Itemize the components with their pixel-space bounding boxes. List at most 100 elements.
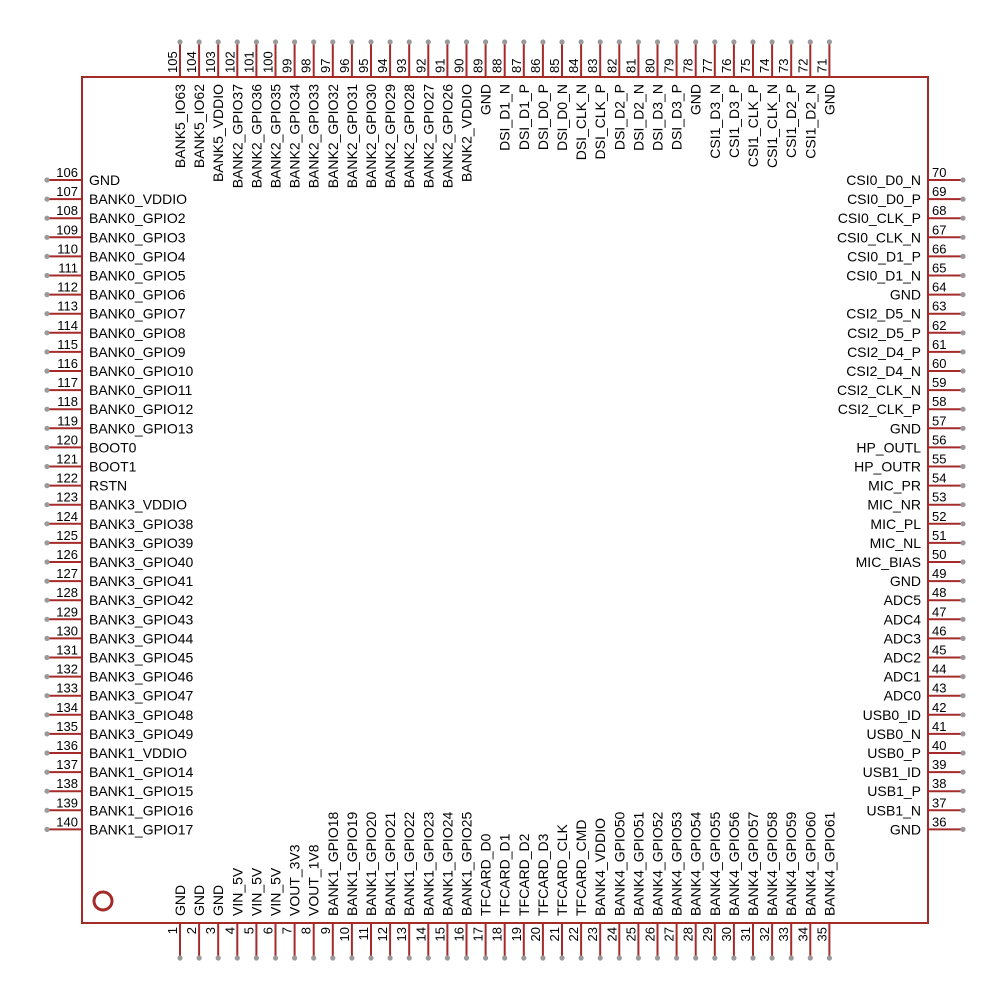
pin-number: 139	[56, 795, 78, 810]
pin-number: 133	[56, 681, 78, 696]
pin-number: 121	[56, 452, 78, 467]
pin-number: 84	[566, 59, 581, 73]
pin-128: 128 BANK3_GPIO42	[44, 585, 193, 608]
pin-42: 42 USB0_ID	[863, 700, 966, 723]
pin-number: 13	[394, 927, 409, 941]
pin-name: BANK2_GPIO32	[325, 84, 341, 188]
pin-71: 71 GND	[814, 39, 837, 115]
pin-131: 131 BANK3_GPIO45	[44, 643, 193, 666]
pin-number: 126	[56, 547, 78, 562]
pin-end-dot	[177, 955, 183, 961]
pin-name: BANK5_IO62	[191, 84, 207, 168]
pin-number: 32	[757, 927, 772, 941]
pin-105: 105 BANK5_IO63	[165, 39, 188, 168]
pin-46: 46 ADC3	[884, 623, 966, 646]
pin-name: ADC4	[884, 611, 922, 627]
pin-110: 110 BANK0_GPIO4	[44, 241, 186, 264]
pin-45: 45 ADC2	[884, 643, 966, 666]
pin-66: 66 CSI0_D1_P	[847, 241, 966, 264]
pin-name: BANK0_GPIO2	[89, 210, 186, 226]
pin-end-dot	[44, 540, 50, 546]
pin-name: BOOT1	[89, 459, 137, 475]
pin-100: 100 BANK2_GPIO35	[261, 39, 284, 188]
pin-name: BANK0_GPIO4	[89, 248, 186, 264]
pin-5: 5 VIN_5V	[241, 867, 264, 961]
pin-name: DSI_D0_P	[535, 84, 551, 150]
pin-end-dot	[960, 731, 966, 737]
pin-29: 29 BANK4_GPIO55	[700, 812, 723, 961]
pin-name: BANK0_GPIO12	[89, 401, 193, 417]
pin-name: BANK2_GPIO29	[382, 84, 398, 188]
pin-end-dot	[44, 196, 50, 202]
pin-end-dot	[463, 955, 470, 961]
pin-end-dot	[960, 788, 966, 794]
pin-end-dot	[406, 39, 412, 45]
pin-14: 14 BANK1_GPIO23	[413, 812, 436, 961]
pin-number: 100	[261, 51, 276, 73]
pin-end-dot	[960, 368, 966, 374]
pin-end-dot	[635, 955, 642, 961]
pin-126: 126 BANK3_GPIO40	[44, 547, 193, 570]
pin-name: CSI2_CLK_N	[837, 382, 921, 398]
pin-name: TFCARD_CMD	[573, 820, 589, 916]
pin-number: 50	[932, 547, 946, 562]
pin-end-dot	[311, 955, 317, 961]
pin-name: CSI2_D5_P	[847, 325, 921, 341]
pin-end-dot	[693, 39, 699, 45]
pin-name: CSI2_CLK_P	[838, 401, 921, 417]
pin-7: 7 VOUT_3V3	[280, 844, 303, 961]
pin-number: 128	[56, 585, 78, 600]
pin-name: ADC3	[884, 630, 922, 646]
pin-number: 105	[165, 51, 180, 73]
pin-number: 9	[318, 927, 333, 934]
pin-number: 116	[57, 356, 78, 371]
pin-number: 115	[57, 337, 78, 352]
pin-number: 36	[932, 814, 946, 829]
pin-name: CSI2_D4_N	[846, 363, 921, 379]
pin-number: 65	[932, 261, 946, 276]
pin-name: BANK3_GPIO39	[89, 535, 193, 551]
pin-127: 127 BANK3_GPIO41	[44, 566, 193, 589]
pin-end-dot	[44, 368, 50, 374]
pin-end-dot	[960, 769, 966, 775]
pin-name: CSI0_D1_N	[846, 268, 921, 284]
pin-103: 103 BANK5_VDDIO	[203, 39, 226, 182]
pin-name: DSI_CLK_P	[592, 84, 608, 159]
pin-name: BANK0_GPIO7	[89, 306, 186, 322]
pin-number: 45	[932, 643, 946, 658]
pin-end-dot	[44, 693, 50, 699]
pin-number: 27	[662, 927, 677, 941]
pin-114: 114 BANK0_GPIO8	[44, 318, 186, 341]
pin-name: VOUT_3V3	[287, 844, 303, 916]
pin-number: 10	[337, 927, 352, 941]
pin-name: BANK3_GPIO42	[89, 592, 193, 608]
pin-name: BANK3_GPIO47	[89, 688, 193, 704]
pin-end-dot	[788, 955, 794, 961]
pin-name: DSI_CLK_N	[573, 84, 589, 160]
pin-name: BANK4_GPIO55	[707, 812, 723, 916]
pin-name: CSI1_D3_P	[726, 84, 742, 158]
pin-102: 102 BANK2_GPIO37	[222, 39, 245, 188]
pin-name: RSTN	[89, 478, 127, 494]
pin-end-dot	[960, 807, 966, 813]
pin-end-dot	[215, 39, 221, 45]
pin-name: BANK0_GPIO5	[89, 268, 186, 284]
pin-name: GND	[191, 885, 207, 916]
pin-number: 99	[280, 59, 295, 73]
pin-end-dot	[674, 39, 680, 45]
pin-31: 31 BANK4_GPIO57	[738, 812, 761, 961]
pin-end-dot	[960, 215, 966, 221]
pin-end-dot	[960, 349, 966, 355]
pin-name: USB0_N	[867, 726, 921, 742]
pin-name: VIN_5V	[248, 867, 264, 916]
pin-35: 35 BANK4_GPIO61	[814, 812, 837, 961]
pin-name: VOUT_1V8	[306, 844, 322, 916]
pin-name: TFCARD_D3	[535, 833, 551, 916]
pin-86: 86 DSI_D0_P	[528, 39, 551, 150]
pin-106: 106 GND	[44, 165, 120, 188]
pin-number: 59	[932, 375, 946, 390]
pin-end-dot	[349, 955, 355, 961]
pin-number: 60	[932, 356, 946, 371]
pin-number: 42	[932, 700, 946, 715]
